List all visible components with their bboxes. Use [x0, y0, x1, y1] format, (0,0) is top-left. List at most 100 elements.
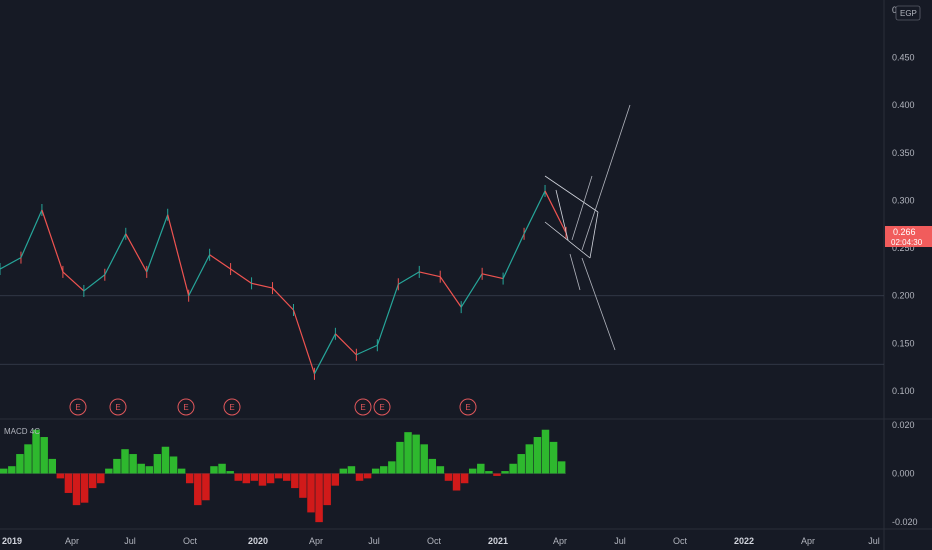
macd-bar [355, 473, 364, 481]
time-tick-label: Apr [65, 536, 79, 546]
price-segment [313, 333, 336, 375]
earnings-marker-circle [109, 398, 127, 416]
macd-bar [48, 458, 56, 474]
earnings-marker-circle [373, 398, 391, 416]
earnings-marker[interactable]: E [177, 398, 195, 416]
macd-bar [363, 473, 372, 479]
macd-bar [493, 473, 501, 476]
earnings-marker-label: E [229, 403, 234, 412]
price-tick-label: 0.200 [892, 291, 915, 301]
macd-bar [501, 471, 509, 474]
macd-bar [274, 473, 283, 479]
macd-bar [185, 473, 194, 484]
macd-bar [210, 466, 218, 474]
price-segment [62, 271, 85, 292]
macd-bar [549, 441, 558, 474]
macd-bar [452, 473, 461, 491]
last-price-box [885, 226, 932, 247]
price-tick-label: 0.450 [892, 53, 915, 63]
price-segment [419, 271, 441, 278]
macd-bar [258, 473, 267, 486]
price-segment [146, 214, 169, 273]
macd-bar [299, 473, 307, 498]
price-segment [482, 273, 504, 280]
projection-up-long [581, 104, 631, 251]
channel-upper-line [544, 175, 599, 213]
macd-bar [234, 473, 242, 481]
macd-bar [161, 446, 170, 474]
earnings-marker[interactable]: E [354, 398, 372, 416]
macd-bar [218, 463, 226, 474]
price-segment [125, 233, 148, 273]
macd-bar [266, 473, 275, 484]
channel-entry-line [555, 189, 569, 241]
price-segment [188, 254, 211, 296]
earnings-marker-label: E [379, 403, 384, 412]
macd-bar [24, 444, 32, 474]
macd-bar [145, 466, 154, 474]
macd-bar [331, 473, 339, 486]
macd-bar [557, 461, 566, 474]
earnings-marker-label: E [360, 403, 365, 412]
macd-bar [468, 468, 477, 474]
earnings-marker[interactable]: E [373, 398, 391, 416]
macd-bar [541, 429, 550, 474]
price-tick-label: 0.250 [892, 243, 915, 253]
macd-bar [444, 473, 453, 481]
axis-layer: 0.5000.4500.4000.3500.3000.2500.2000.150… [2, 5, 918, 546]
macd-bar [477, 463, 485, 474]
earnings-marker[interactable]: E [459, 398, 477, 416]
macd-bar [412, 434, 420, 474]
macd-bar [428, 458, 437, 474]
macd-bar [0, 468, 8, 474]
macd-bar [339, 468, 348, 474]
price-segment [292, 309, 316, 374]
macd-bar [16, 454, 24, 474]
earnings-marker[interactable]: E [109, 398, 127, 416]
trend-annotations [544, 104, 631, 351]
price-segment [523, 190, 546, 235]
macd-bar [485, 471, 493, 474]
earnings-marker[interactable]: E [223, 398, 241, 416]
price-segment [230, 268, 252, 284]
macd-bar [80, 473, 89, 503]
price-tick-label: 0.100 [892, 386, 915, 396]
macd-bar [283, 473, 291, 481]
macd-bar [226, 471, 234, 474]
macd-bar [169, 456, 178, 474]
earnings-marker-circle [354, 398, 372, 416]
currency-tag: EGP [895, 5, 921, 21]
earnings-marker-label: E [183, 403, 188, 412]
projection-up-short [571, 175, 593, 241]
price-tick-label: 0.350 [892, 148, 915, 158]
earnings-marker-label: E [465, 403, 470, 412]
macd-bar [64, 473, 73, 493]
macd-bar [323, 473, 331, 506]
macd-histogram [0, 429, 566, 523]
macd-tick-label: 0.000 [892, 469, 915, 479]
support-levels [0, 295, 884, 365]
earnings-marker-circle [223, 398, 241, 416]
time-tick-label: Jul [368, 536, 380, 546]
time-tick-label: 2022 [734, 536, 754, 546]
macd-bar [533, 437, 542, 474]
macd-bar [347, 466, 356, 474]
price-segment [167, 214, 190, 296]
projection-down-long [581, 257, 616, 351]
price-segment [502, 233, 525, 279]
price-segment [460, 273, 483, 308]
price-tick-label: 0.150 [892, 338, 915, 348]
earnings-marker[interactable]: E [69, 398, 87, 416]
macd-bar [517, 454, 525, 474]
macd-title: MACD 4C [4, 427, 40, 436]
macd-bar [380, 466, 388, 474]
currency-box [895, 5, 921, 21]
price-segment [439, 276, 462, 308]
macd-bar [129, 454, 137, 474]
macd-bar [396, 441, 404, 474]
macd-bar [460, 473, 469, 484]
